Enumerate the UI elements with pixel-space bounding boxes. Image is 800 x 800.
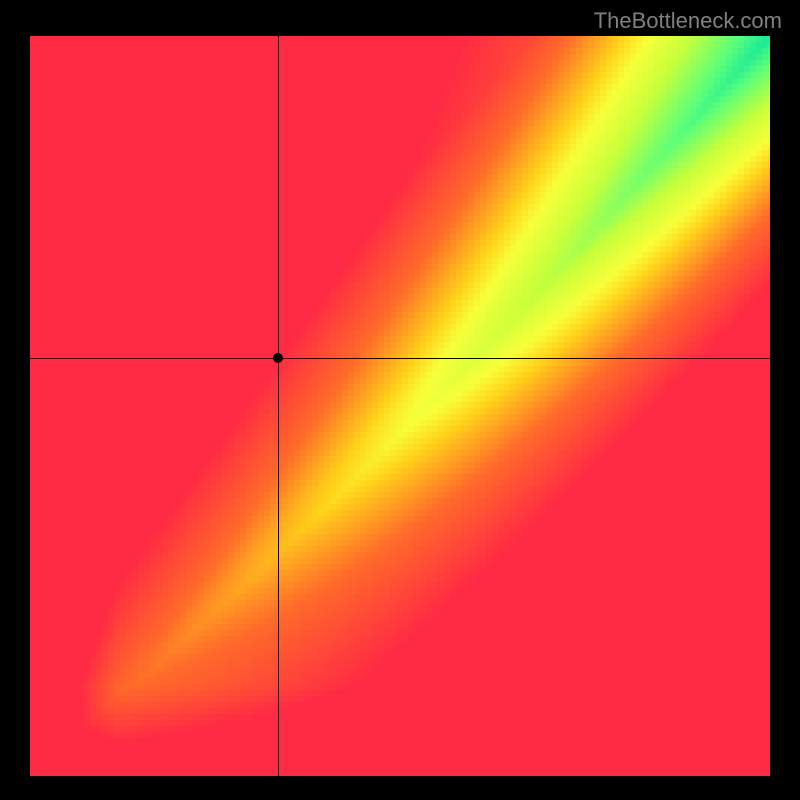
crosshair-vertical [278,36,279,776]
crosshair-marker [273,353,283,363]
plot-area [30,36,770,776]
crosshair-horizontal [30,358,770,359]
watermark-text: TheBottleneck.com [594,8,782,34]
chart-container: TheBottleneck.com [0,0,800,800]
heatmap-canvas [30,36,770,776]
